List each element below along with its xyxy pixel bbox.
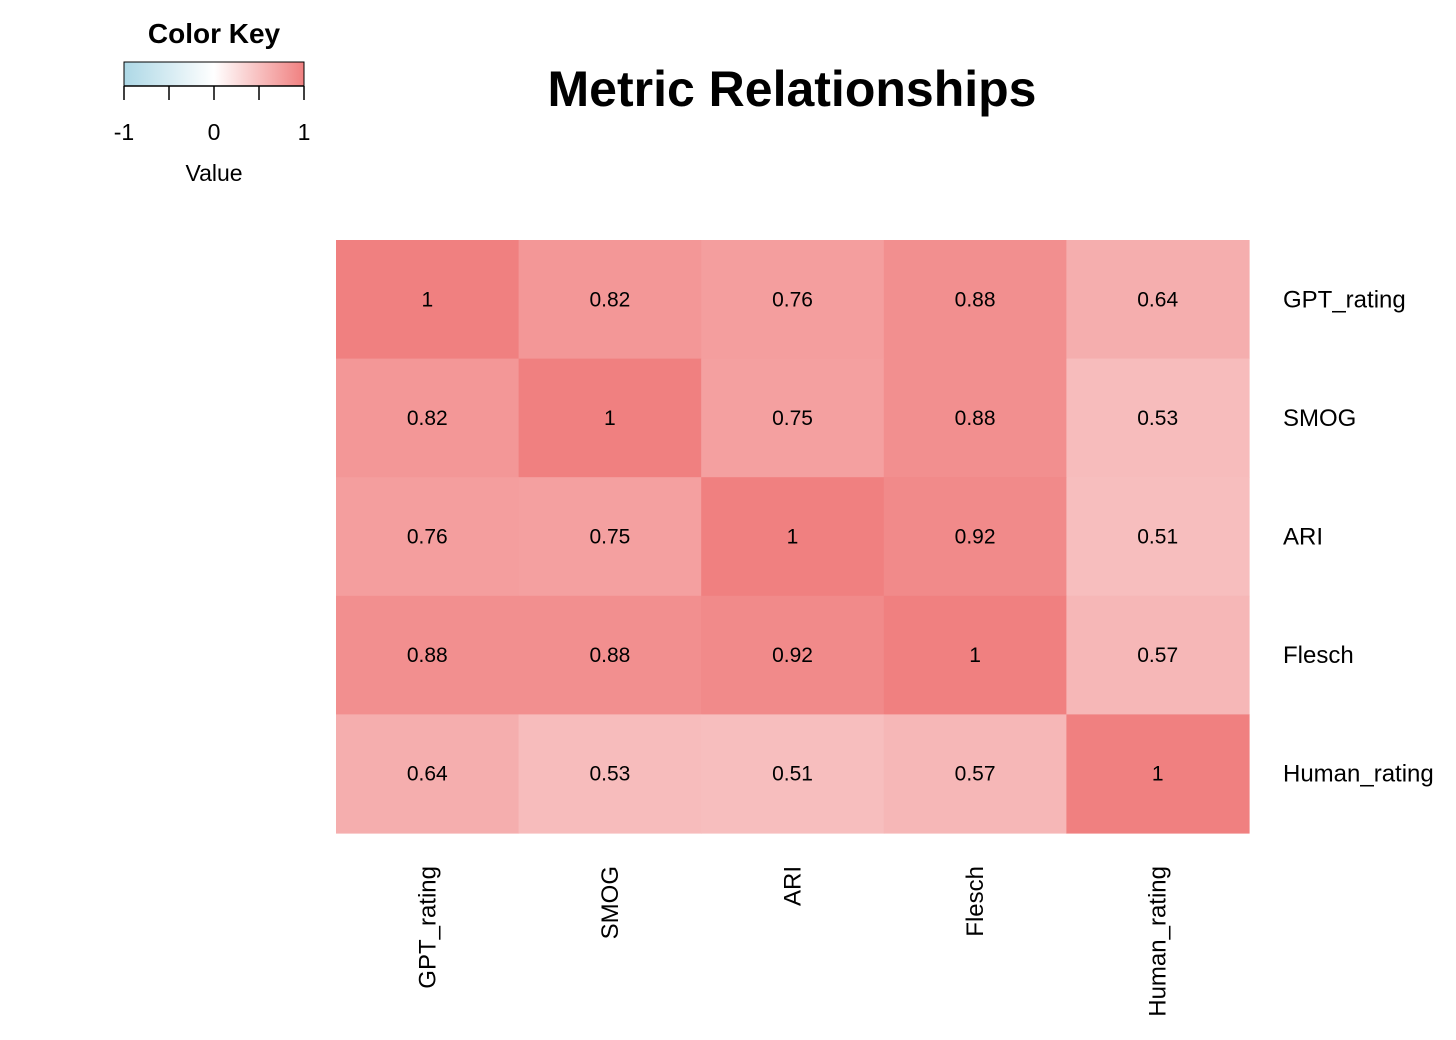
heatmap-cell (701, 595, 885, 715)
heatmap-cell (701, 714, 885, 834)
cell-value-label: 0.51 (772, 763, 813, 786)
cell-value-label: 1 (969, 644, 981, 667)
heatmap-cell (518, 358, 702, 478)
cell-value-label: 0.76 (407, 526, 448, 549)
chart-title: Metric Relationships (548, 61, 1037, 117)
heatmap-cell (336, 595, 520, 715)
heatmap-cell (701, 358, 885, 478)
cell-value-label: 0.64 (1137, 288, 1178, 311)
heatmap-cell (518, 595, 702, 715)
heatmap-cell (336, 240, 520, 360)
heatmap-cell (518, 714, 702, 834)
cell-value-label: 0.88 (955, 288, 996, 311)
column-labels: GPT_rating SMOG ARI Flesch Human_rating (414, 866, 1171, 1017)
color-key-tick-label: 1 (298, 119, 311, 145)
color-key-gradient (123, 61, 305, 87)
heatmap-cell (336, 477, 520, 597)
row-labels: GPT_rating SMOG ARI Flesch Human_rating (1283, 286, 1434, 787)
cell-value-label: 0.53 (589, 763, 630, 786)
color-key-axis: -1 0 1 (114, 85, 311, 145)
heatmap-cell (883, 358, 1067, 478)
heatmap-cell (701, 477, 885, 597)
color-key-tick-label: 0 (208, 119, 221, 145)
heatmap-cells (336, 240, 1250, 834)
cell-value-label: 0.64 (407, 763, 448, 786)
cell-value-label: 1 (1152, 763, 1164, 786)
cell-value-label: 0.88 (407, 644, 448, 667)
heatmap-cell (883, 595, 1067, 715)
cell-value-label: 0.92 (955, 526, 996, 549)
heatmap-cell (336, 358, 520, 478)
cell-value-label: 0.88 (589, 644, 630, 667)
cell-value-label: 0.92 (772, 644, 813, 667)
row-label: ARI (1283, 524, 1323, 551)
heatmap-cell (701, 240, 885, 360)
color-key-tick-label: -1 (114, 119, 134, 145)
heatmap-cell (1066, 714, 1250, 834)
color-key-label: Value (185, 160, 242, 186)
row-label: Flesch (1283, 642, 1354, 669)
color-key: Color Key -1 0 1 Value (114, 18, 311, 186)
cell-value-label: 0.53 (1137, 407, 1178, 430)
cell-value-label: 0.75 (772, 407, 813, 430)
cell-value-label: 0.51 (1137, 526, 1178, 549)
heatmap-cell (883, 477, 1067, 597)
cell-value-label: 1 (604, 407, 616, 430)
heatmap-cell (518, 477, 702, 597)
heatmap-cell (1066, 477, 1250, 597)
heatmap-cell (1066, 595, 1250, 715)
column-label: GPT_rating (414, 866, 441, 989)
row-label: Human_rating (1283, 761, 1434, 788)
column-label: SMOG (597, 866, 624, 939)
row-label: SMOG (1283, 405, 1356, 432)
heatmap-cell (1066, 240, 1250, 360)
cell-value-label: 0.76 (772, 288, 813, 311)
heatmap-cell (1066, 358, 1250, 478)
column-label: ARI (780, 866, 807, 906)
cell-value-label: 0.75 (589, 526, 630, 549)
heatmap-cell-labels: 1 0.82 0.76 0.88 0.64 0.82 1 0.75 0.88 0.53 0.76 0.… (407, 288, 1179, 785)
cell-value-label: 0.57 (955, 763, 996, 786)
row-label: GPT_rating (1283, 286, 1406, 313)
column-label: Flesch (962, 866, 989, 937)
column-label: Human_rating (1145, 866, 1172, 1017)
heatmap-cell (518, 240, 702, 360)
heatmap-cell (336, 714, 520, 834)
heatmap-cell (883, 714, 1067, 834)
cell-value-label: 0.88 (955, 407, 996, 430)
cell-value-label: 0.82 (589, 288, 630, 311)
cell-value-label: 1 (787, 526, 799, 549)
heatmap-cell (883, 240, 1067, 360)
color-key-title: Color Key (148, 18, 281, 49)
cell-value-label: 1 (421, 288, 433, 311)
cell-value-label: 0.57 (1137, 644, 1178, 667)
cell-value-label: 0.82 (407, 407, 448, 430)
